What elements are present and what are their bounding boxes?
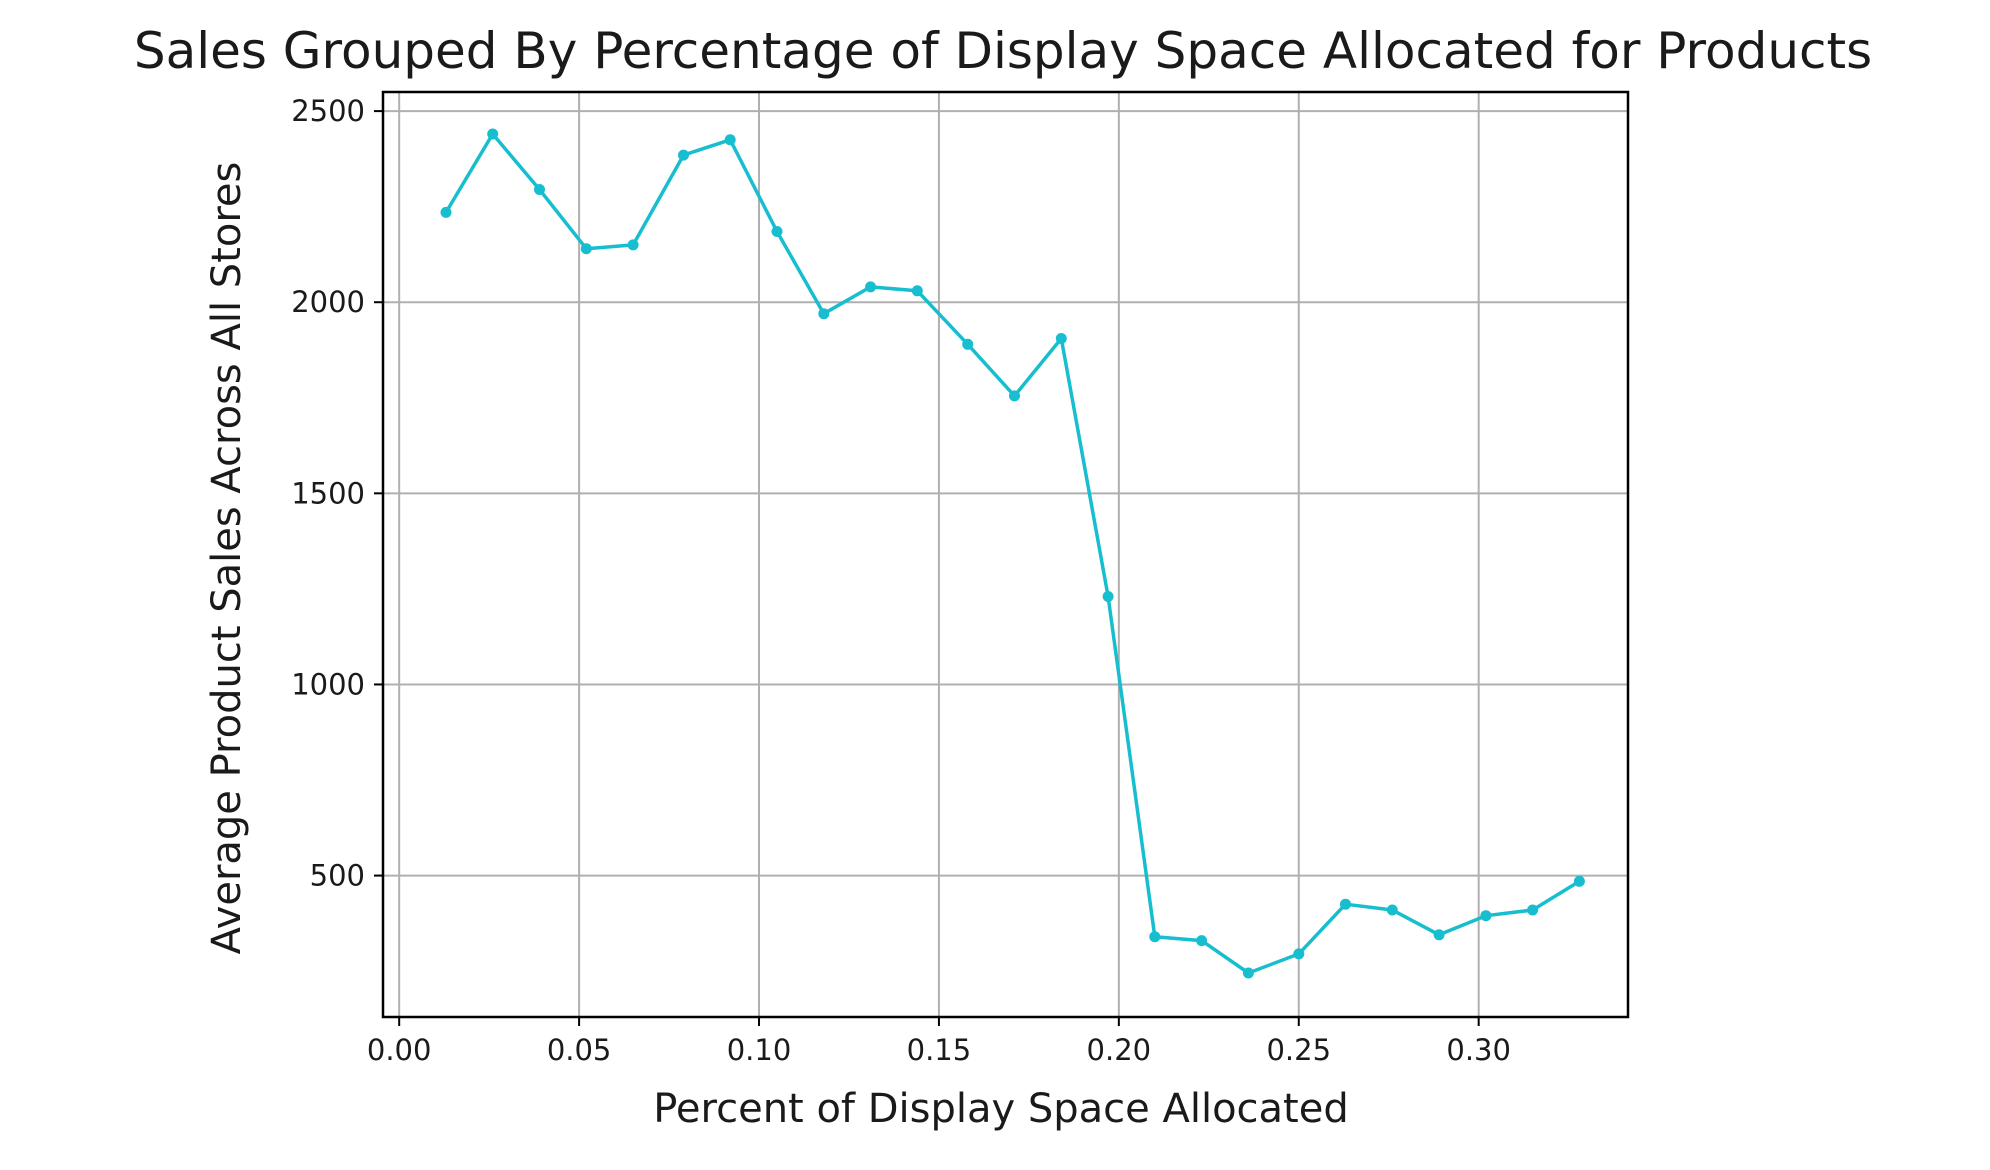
data-point <box>771 226 783 237</box>
data-point <box>911 285 923 297</box>
data-point <box>678 149 689 161</box>
x-tick-label: 0.00 <box>367 1033 432 1067</box>
data-point <box>1340 898 1351 910</box>
data-point <box>534 184 545 195</box>
data-point <box>487 128 499 140</box>
data-point <box>1386 904 1398 916</box>
data-point <box>627 239 639 251</box>
data-point <box>1573 875 1585 887</box>
x-tick-label: 0.20 <box>1087 1033 1152 1067</box>
data-point <box>724 134 736 146</box>
axis-ticks: 0.00 0.05 0.10 0.15 0.20 0.25 0.30 500 1000 1500 2… <box>291 94 1511 1067</box>
data-point <box>580 243 592 255</box>
y-tick-label: 1000 <box>291 667 365 701</box>
data-point <box>818 308 830 320</box>
series-layer <box>440 128 1585 979</box>
data-point <box>1009 390 1020 402</box>
data-point <box>1149 931 1161 943</box>
series-line <box>444 132 1581 975</box>
data-point <box>962 338 974 350</box>
data-point <box>1055 333 1067 344</box>
y-axis-title: Average Product Sales Across All Stores <box>204 162 250 955</box>
data-point <box>440 206 452 218</box>
grid-lines <box>383 92 1628 1017</box>
x-tick-label: 0.30 <box>1446 1033 1511 1067</box>
y-tick-label: 2000 <box>291 285 365 319</box>
data-point <box>1196 935 1208 947</box>
data-point <box>1433 929 1445 941</box>
data-point <box>1480 910 1492 922</box>
x-axis-title: Percent of Display Space Allocated <box>653 1086 1349 1132</box>
data-point <box>1527 904 1539 916</box>
y-tick-label: 500 <box>310 859 365 893</box>
x-tick-label: 0.25 <box>1266 1033 1331 1067</box>
x-tick-label: 0.15 <box>907 1033 972 1067</box>
y-tick-label: 1500 <box>291 476 365 510</box>
data-point <box>1293 948 1305 960</box>
x-tick-label: 0.10 <box>727 1033 792 1067</box>
data-point <box>1102 591 1114 602</box>
data-point <box>865 281 877 293</box>
data-point <box>1242 967 1254 979</box>
chart-title: Sales Grouped By Percentage of Display S… <box>134 22 1872 80</box>
y-tick-label: 2500 <box>291 94 365 128</box>
plot-frame <box>381 90 1630 1019</box>
x-tick-label: 0.05 <box>547 1033 612 1067</box>
